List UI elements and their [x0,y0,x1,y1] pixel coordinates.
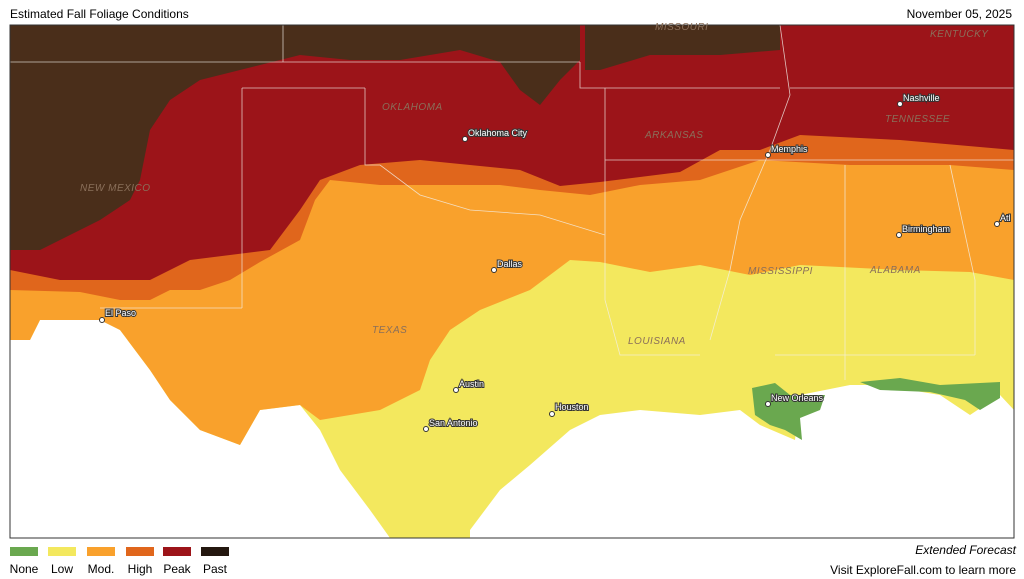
city-label: Austin [459,379,484,389]
past-region [585,25,780,70]
state-label: ARKANSAS [644,130,703,141]
title: Estimated Fall Foliage Conditions [10,7,189,21]
city-dot [994,221,1000,227]
site-link[interactable]: Visit ExploreFall.com to learn more [830,563,1016,577]
legend-label: Past [203,562,228,576]
map-frame [9,24,1015,539]
city-dot [423,426,429,432]
state-label: TEXAS [372,325,407,336]
city-label: Birmingham [902,224,950,234]
city-label: Memphis [771,144,808,154]
city-dot [765,152,771,158]
none-region [860,378,1000,410]
legend-label: High [128,562,153,576]
city-dot [491,267,497,273]
past-region [10,25,580,250]
legend-swatch [201,547,229,556]
none-region [752,383,825,440]
city-dot [453,387,459,393]
city-label: Nashville [903,93,940,103]
city-dot [897,101,903,107]
legend-swatch [163,547,191,556]
legend-label: None [10,562,39,576]
city-label: New Orleans [771,393,824,403]
legend-swatch [10,547,38,556]
date: November 05, 2025 [907,7,1013,21]
state-label: NEW MEXICO [80,183,151,194]
city-dot [896,232,902,238]
legend-swatch [126,547,154,556]
state-label: OKLAHOMA [382,102,443,113]
state-label: MISSISSIPPI [748,266,813,277]
legend-label: Low [51,562,73,576]
state-label: TENNESSEE [885,114,950,125]
map: MISSOURI KENTUCKY OKLAHOMA ARKANSAS TENN… [9,22,1015,539]
city-label: Houston [555,402,589,412]
city-label: Oklahoma City [468,128,528,138]
city-dot [99,317,105,323]
state-label: ALABAMA [869,265,921,276]
legend-label: Mod. [88,562,115,576]
state-label: LOUISIANA [628,336,686,347]
cities [99,101,1000,432]
city-dot [462,136,468,142]
city-label: San Antonio [429,418,478,428]
city-label: El Paso [105,308,136,318]
state-border [10,24,1014,380]
state-label: KENTUCKY [930,29,989,40]
peak-region [10,25,1014,280]
legend-swatch [87,547,115,556]
legend-label: Peak [163,562,191,576]
city-dot [549,411,555,417]
city-dot [765,401,771,407]
legend: None Low Mod. High Peak Past [10,547,229,576]
forecast-note: Extended Forecast [915,543,1016,557]
legend-swatch [48,547,76,556]
state-label: MISSOURI [655,22,708,33]
city-label: Atl [1000,213,1011,223]
city-label: Dallas [497,259,523,269]
